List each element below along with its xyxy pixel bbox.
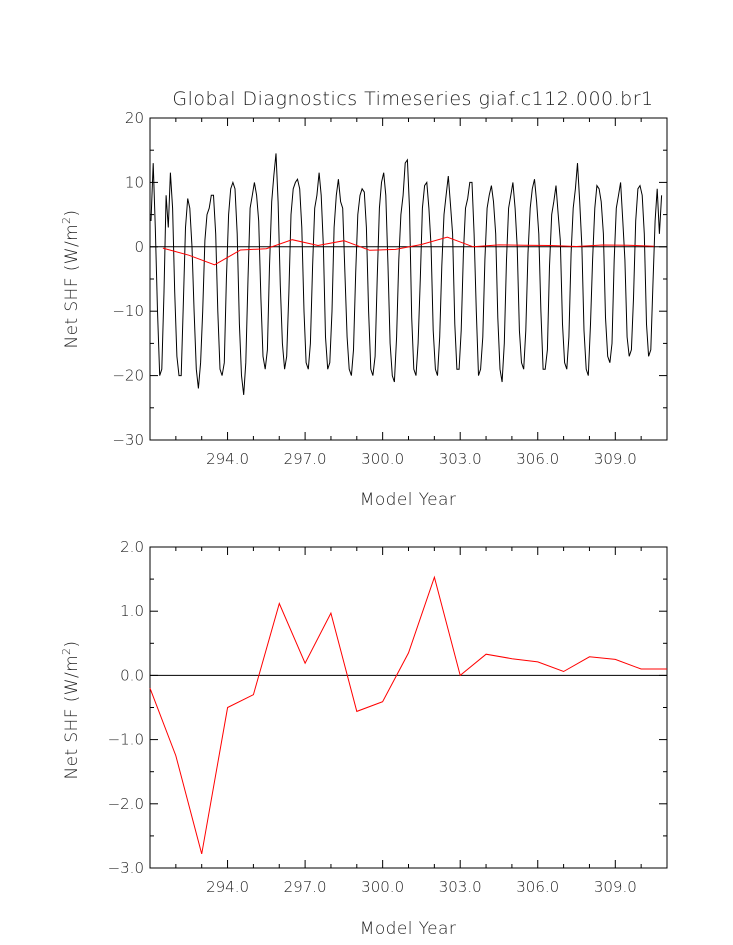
bottom-y-axis-label: Net SHF (W/m2) <box>60 641 82 780</box>
bottom-y-tick-label: 0.0 <box>120 666 144 684</box>
bottom-y-tick-label: −1.0 <box>108 731 144 749</box>
top-monthly-series-line <box>150 153 663 395</box>
top-x-tick-label: 303.0 <box>439 450 482 468</box>
top-y-tick-label: 20 <box>125 109 144 127</box>
bottom-y-tick-label: −3.0 <box>108 859 144 877</box>
top-x-axis-label: Model Year <box>360 490 456 510</box>
top-chart-panel: Global Diagnostics Timeseries giaf.c112.… <box>60 88 668 510</box>
top-y-tick-label: −10 <box>112 302 144 320</box>
top-y-tick-label: −20 <box>112 367 144 385</box>
top-y-label-main: Net SHF (W/m <box>62 224 82 349</box>
bottom-x-tick-label: 297.0 <box>284 878 327 896</box>
bottom-x-tick-label: 306.0 <box>516 878 559 896</box>
bottom-y-label-sup: 2 <box>60 648 73 655</box>
top-x-tick-label: 300.0 <box>361 450 404 468</box>
top-plot-frame <box>149 117 668 441</box>
top-y-tick-label: 10 <box>125 173 144 191</box>
bottom-plot-area: 294.0 297.0 300.0 303.0 306.0 309.0 −3.0 −2.0 −1… <box>108 538 668 896</box>
bottom-y-label-end: ) <box>62 641 82 648</box>
bottom-y-tick-label: 2.0 <box>120 538 144 556</box>
bottom-x-axis-label: Model Year <box>360 919 456 939</box>
bottom-x-tick-label: 300.0 <box>361 878 404 896</box>
top-y-tick-label: 0 <box>134 238 144 256</box>
top-y-label-end: ) <box>62 210 82 217</box>
bottom-chart-panel: 294.0 297.0 300.0 303.0 306.0 309.0 −3.0 −2.0 −1… <box>60 538 668 939</box>
bottom-y-label-main: Net SHF (W/m <box>62 655 82 780</box>
top-x-tick-label: 309.0 <box>594 450 637 468</box>
top-x-tick-label: 306.0 <box>516 450 559 468</box>
top-y-tick-label: −30 <box>112 431 144 449</box>
top-x-tick-label: 297.0 <box>284 450 327 468</box>
bottom-y-tick-label: 1.0 <box>120 602 144 620</box>
top-annual-series-line <box>162 236 655 266</box>
top-y-axis-label: Net SHF (W/m2) <box>60 210 82 349</box>
top-plot-area: 294.0 297.0 300.0 303.0 306.0 309.0 −30 −20 −10 0… <box>112 109 668 468</box>
bottom-y-tick-label: −2.0 <box>108 795 144 813</box>
top-x-tick-label: 294.0 <box>206 450 249 468</box>
chart-title: Global Diagnostics Timeseries giaf.c112.… <box>172 88 653 110</box>
top-y-label-sup: 2 <box>60 217 73 224</box>
bottom-x-tick-label: 303.0 <box>439 878 482 896</box>
bottom-x-tick-label: 309.0 <box>594 878 637 896</box>
bottom-x-tick-label: 294.0 <box>206 878 249 896</box>
bottom-annual-series-line <box>149 575 667 855</box>
